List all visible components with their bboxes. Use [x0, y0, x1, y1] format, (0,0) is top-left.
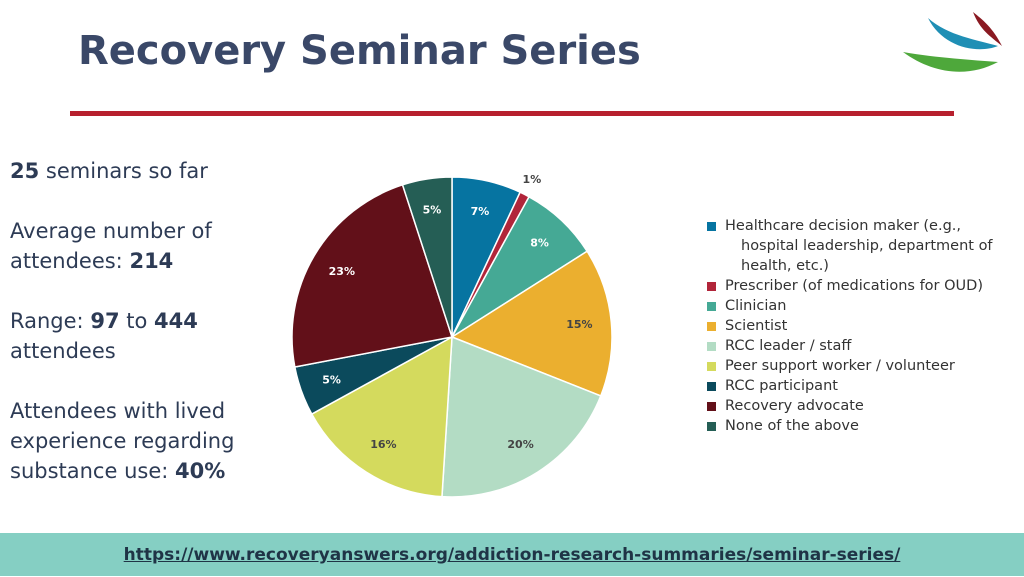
legend-label: Recovery advocate [725, 398, 864, 414]
stats: 25 seminars so far Average number of att… [10, 156, 255, 516]
stat-text: Average number of attendees: [10, 219, 212, 273]
legend-label: Prescriber (of medications for OUD) [725, 278, 983, 294]
stat-value: 444 [154, 309, 198, 333]
stat-value: 97 [90, 309, 120, 333]
stat: Average number of attendees: 214 [10, 216, 255, 276]
stat-value: 40% [175, 459, 226, 483]
stat-value: 214 [129, 249, 174, 273]
legend-item: None of the above [707, 416, 1007, 436]
data-label: 1% [523, 173, 542, 186]
stat-text: Attendees with lived experience regardin… [10, 399, 235, 483]
slide-title: Recovery Seminar Series [78, 28, 641, 74]
divider [70, 111, 954, 116]
footer: https://www.recoveryanswers.org/addictio… [0, 533, 1024, 576]
data-label: 5% [423, 204, 442, 217]
legend: Healthcare decision maker (e.g., hospita… [707, 216, 1007, 436]
stat: 25 seminars so far [10, 156, 255, 186]
data-label: 15% [566, 318, 592, 331]
legend-label: RCC leader / staff [725, 338, 852, 354]
legend-label: RCC participant [725, 378, 838, 394]
legend-label: Peer support worker / volunteer [725, 358, 955, 374]
legend-item: Scientist [707, 316, 1007, 336]
legend-label: Clinician [725, 298, 787, 314]
stat-value: 25 [10, 159, 40, 183]
legend-swatch [707, 382, 716, 391]
legend-swatch [707, 302, 716, 311]
link[interactable]: https://www.recoveryanswers.org/addictio… [123, 545, 901, 565]
legend-item: Prescriber (of medications for OUD) [707, 276, 1007, 296]
pie-slice [450, 250, 613, 397]
legend-swatch [707, 342, 716, 351]
stat-text: seminars so far [45, 159, 208, 183]
legend-swatch [707, 222, 716, 231]
stat-text: attendees [10, 339, 116, 363]
stat: Range: 97 to 444 attendees [10, 306, 255, 366]
legend-item: RCC leader / staff [707, 336, 1007, 356]
legend-swatch [707, 322, 716, 331]
legend-swatch [707, 282, 716, 291]
legend-label: None of the above [725, 418, 859, 434]
data-label: 5% [322, 373, 341, 386]
pie-chart: 7% 1% 8% 15% 20% 16% 5% 23% 5% [291, 173, 613, 498]
data-label: 20% [507, 438, 533, 451]
logo [903, 12, 1002, 72]
legend-swatch [707, 402, 716, 411]
legend-item: Healthcare decision maker (e.g., hospita… [707, 216, 1007, 276]
pie-slice [310, 335, 453, 498]
data-label: 7% [471, 205, 490, 218]
legend-item: Clinician [707, 296, 1007, 316]
data-label: 23% [329, 265, 355, 278]
stat-text: Range: [10, 309, 84, 333]
legend-item: RCC participant [707, 376, 1007, 396]
legend-item: Recovery advocate [707, 396, 1007, 416]
legend-label: Healthcare decision maker (e.g., hospita… [725, 218, 993, 274]
legend-swatch [707, 362, 716, 371]
legend-label: Scientist [725, 318, 788, 334]
data-label: 8% [530, 237, 549, 250]
stat: Attendees with lived experience regardin… [10, 396, 255, 486]
legend-swatch [707, 422, 716, 431]
legend-item: Peer support worker / volunteer [707, 356, 1007, 376]
pie-slice [291, 183, 453, 368]
data-label: 16% [370, 438, 396, 451]
pie-slice [401, 176, 453, 338]
stat-text: to [126, 309, 148, 333]
pie-slice [441, 335, 602, 498]
